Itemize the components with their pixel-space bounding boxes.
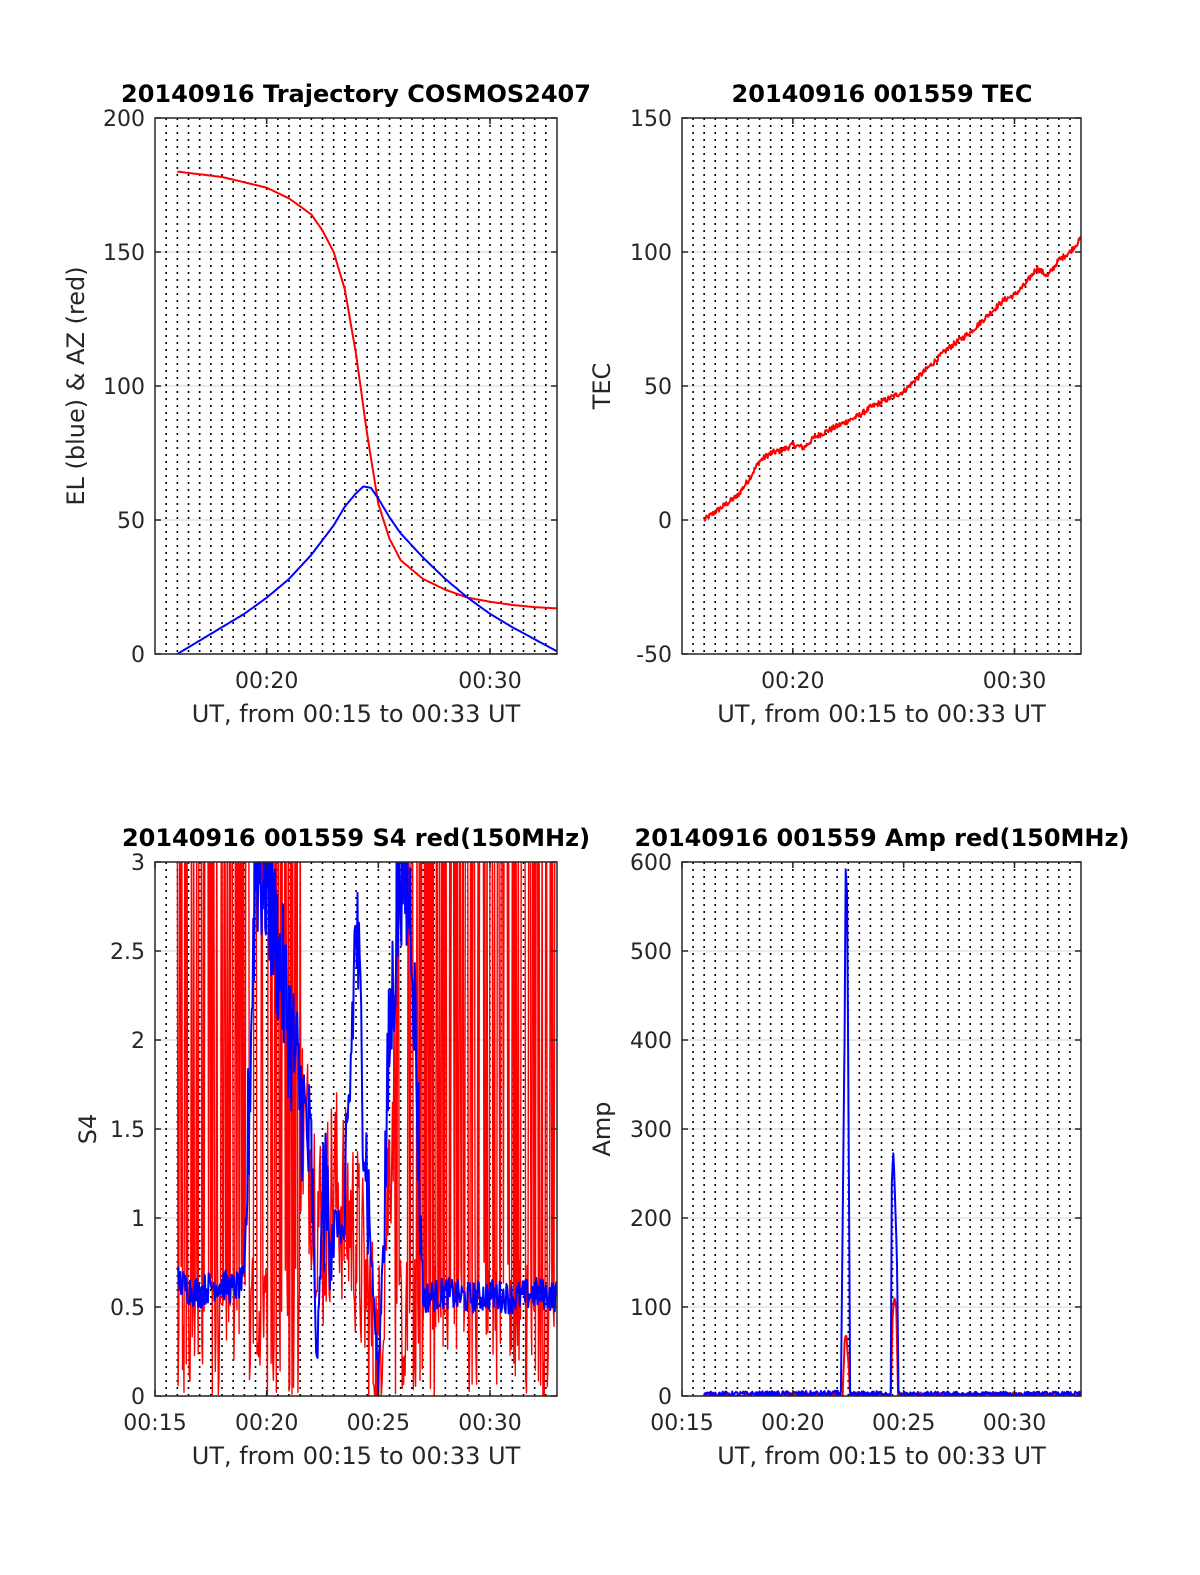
chart-title: 20140916 001559 TEC bbox=[732, 80, 1033, 108]
x-tick-label: 00:25 bbox=[347, 1411, 410, 1436]
panel-4: 0 100 200 300 400 500 600 00:15 00:20 00:25 00:30 2… bbox=[588, 824, 1129, 1470]
y-tick-label: 0 bbox=[658, 1385, 672, 1410]
chart-title: 20140916 Trajectory COSMOS2407 bbox=[121, 80, 591, 108]
y-axis-label: S4 bbox=[74, 1114, 102, 1145]
x-tick-label: 00:25 bbox=[872, 1411, 935, 1436]
y-tick-label: 50 bbox=[644, 375, 672, 400]
series-2-line bbox=[703, 868, 1081, 1396]
y-tick-label: -50 bbox=[636, 643, 672, 668]
x-tick-label: 00:20 bbox=[761, 1411, 824, 1436]
y-tick-label: 100 bbox=[103, 375, 145, 400]
y-tick-label: 300 bbox=[630, 1118, 672, 1143]
x-tick-label: 00:30 bbox=[983, 1411, 1046, 1436]
series-1-line bbox=[703, 1297, 1081, 1396]
series-2-line bbox=[176, 485, 557, 654]
y-tick-label: 1 bbox=[131, 1207, 145, 1232]
y-tick-label: 150 bbox=[103, 241, 145, 266]
y-tick-label: 3 bbox=[131, 851, 145, 876]
x-tick-label: 00:15 bbox=[123, 1411, 186, 1436]
x-tick-label: 00:15 bbox=[650, 1411, 713, 1436]
y-axis-label: Amp bbox=[588, 1101, 616, 1156]
y-axis-label: TEC bbox=[588, 363, 616, 411]
series-1-line bbox=[703, 236, 1081, 522]
x-axis-label: UT, from 00:15 to 00:33 UT bbox=[192, 700, 521, 728]
y-tick-label: 0 bbox=[658, 509, 672, 534]
y-tick-label: 100 bbox=[630, 1296, 672, 1321]
panel-2: -50 0 50 100 150 00:20 00:30 20140916 001559 TE… bbox=[588, 80, 1082, 728]
y-tick-label: 150 bbox=[630, 107, 672, 132]
y-tick-label: 400 bbox=[630, 1029, 672, 1054]
x-axis-label: UT, from 00:15 to 00:33 UT bbox=[717, 700, 1046, 728]
y-tick-label: 50 bbox=[117, 509, 145, 534]
y-tick-label: 1.5 bbox=[110, 1118, 145, 1143]
chart-title: 20140916 001559 Amp red(150MHz) bbox=[635, 824, 1130, 852]
x-tick-label: 00:30 bbox=[458, 1411, 521, 1436]
y-axis-label: EL (blue) & AZ (red) bbox=[62, 266, 90, 505]
y-tick-label: 0 bbox=[131, 643, 145, 668]
x-tick-label: 00:20 bbox=[235, 669, 298, 694]
y-tick-label: 0 bbox=[131, 1385, 145, 1410]
panel-3: 0 0.5 1 1.5 2 2.5 3 00:15 00:20 00:25 00:30 2014091… bbox=[74, 824, 590, 1470]
series-group bbox=[703, 236, 1081, 522]
y-tick-label: 100 bbox=[630, 241, 672, 266]
chart-title: 20140916 001559 S4 red(150MHz) bbox=[122, 824, 590, 852]
x-axis-label: UT, from 00:15 to 00:33 UT bbox=[192, 1442, 521, 1470]
y-tick-label: 200 bbox=[103, 107, 145, 132]
series-group bbox=[176, 170, 557, 654]
y-tick-label: 2 bbox=[131, 1029, 145, 1054]
series-group bbox=[176, 862, 557, 1396]
series-2-line bbox=[176, 862, 557, 1396]
y-tick-label: 600 bbox=[630, 851, 672, 876]
x-tick-label: 00:30 bbox=[983, 669, 1046, 694]
x-tick-label: 00:30 bbox=[458, 669, 521, 694]
x-tick-label: 00:20 bbox=[761, 669, 824, 694]
x-tick-label: 00:20 bbox=[235, 1411, 298, 1436]
y-tick-label: 0.5 bbox=[110, 1296, 145, 1321]
y-tick-label: 500 bbox=[630, 940, 672, 965]
series-group bbox=[703, 868, 1081, 1396]
y-tick-label: 200 bbox=[630, 1207, 672, 1232]
series-1-line bbox=[177, 170, 557, 610]
panel-1: 0 50 100 150 200 00:20 00:30 20140916 Trajector… bbox=[62, 80, 591, 728]
x-axis-label: UT, from 00:15 to 00:33 UT bbox=[717, 1442, 1046, 1470]
y-tick-label: 2.5 bbox=[110, 940, 145, 965]
